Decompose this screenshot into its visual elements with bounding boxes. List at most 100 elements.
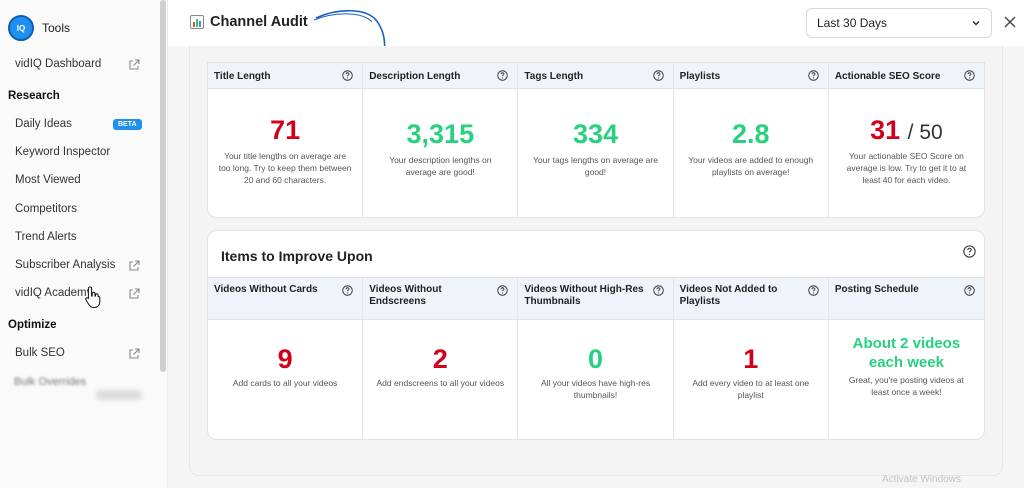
improve-posting-schedule: Posting Schedule About 2 videos each wee…: [828, 278, 984, 439]
chevron-down-icon: [972, 20, 980, 26]
metric-desc: Your description lengths on average are …: [389, 155, 492, 177]
question-icon[interactable]: [342, 70, 353, 81]
bar-chart-icon: [190, 15, 204, 29]
metric-label: Description Length: [363, 63, 518, 89]
metric-label-text: Description Length: [369, 71, 461, 82]
sidebar-item-subscriber-analysis[interactable]: Subscriber Analysis: [15, 259, 115, 271]
sidebar-item-label: Subscriber Analysis: [15, 259, 116, 271]
question-icon[interactable]: [497, 70, 509, 81]
question-icon[interactable]: [342, 285, 353, 296]
metrics-card: Title Length 71 Your title lengths on av…: [207, 62, 985, 218]
improve-value: 2: [432, 344, 448, 374]
improve-desc: Great, you're posting videos at least on…: [848, 375, 964, 397]
improve-label-text: Videos Without Endscreens: [369, 284, 442, 307]
blurred-badge: [96, 390, 142, 400]
metric-desc: Your title lengths on average are too lo…: [218, 151, 352, 185]
question-icon[interactable]: [652, 285, 664, 296]
metric-value: 71: [270, 115, 301, 145]
brand-label: Tools: [42, 21, 71, 35]
improve-label-text: Videos Not Added to Playlists: [679, 284, 778, 307]
metric-title-length: Title Length 71 Your title lengths on av…: [208, 63, 364, 217]
metric-playlists: Playlists 2.8 Your videos are added to e…: [673, 63, 829, 217]
improve-label-text: Posting Schedule: [834, 284, 919, 295]
metric-desc: Your actionable SEO Score on average is …: [846, 151, 967, 185]
improve-videos-without-hires: Videos Without High-Res Thumbnails 0 All…: [518, 278, 674, 439]
metric-label-text: Playlists: [679, 71, 721, 82]
metric-label: Actionable SEO Score: [828, 63, 984, 89]
sidebar-item-label: vidIQ Dashboard: [15, 58, 102, 70]
improve-label-text: Videos Without Cards: [214, 284, 318, 295]
question-icon[interactable]: [964, 70, 975, 81]
sidebar-item-label: Bulk SEO: [15, 347, 65, 359]
windows-watermark: Activate Windows: [882, 474, 961, 485]
sidebar-item-competitors[interactable]: Competitors: [15, 203, 77, 215]
sidebar-item-most-viewed[interactable]: Most Viewed: [15, 174, 81, 186]
sidebar-scrollbar[interactable]: [160, 0, 166, 372]
vidiq-logo-icon: IQ: [8, 15, 34, 41]
sidebar-item-blurred[interactable]: Bulk Overrides: [14, 376, 87, 388]
improve-card: Items to Improve Upon Videos Without Car…: [207, 230, 985, 440]
close-icon[interactable]: [1004, 16, 1016, 28]
sidebar-item-keyword-inspector[interactable]: Keyword Inspector: [15, 146, 110, 158]
date-range-value: Last 30 Days: [817, 16, 888, 30]
external-link-icon: [129, 348, 140, 359]
improve-label: Posting Schedule: [828, 278, 984, 320]
improve-desc: Add cards to all your videos: [232, 378, 338, 388]
sidebar-item-vidiq-academy[interactable]: vidIQ Academy: [15, 287, 92, 299]
seo-score-value: 31: [870, 115, 901, 145]
metric-label: Title Length: [208, 63, 363, 89]
metric-label: Playlists: [673, 63, 828, 89]
improve-value: 9: [277, 344, 293, 374]
sidebar-item-label: Keyword Inspector: [15, 146, 111, 158]
metric-value: 31 / 50: [829, 115, 984, 146]
date-range-select[interactable]: Last 30 Days: [806, 8, 992, 38]
sidebar-item-dashboard[interactable]: vidIQ Dashboard: [15, 58, 101, 70]
question-icon[interactable]: [963, 245, 976, 258]
sidebar-item-bulk-seo[interactable]: Bulk SEO: [15, 347, 65, 359]
improve-label: Videos Without Cards: [208, 278, 363, 320]
external-link-icon: [129, 288, 140, 299]
brand[interactable]: IQ Tools: [8, 15, 70, 41]
page-title-text: Channel Audit: [210, 14, 308, 30]
external-link-icon: [129, 260, 140, 271]
question-icon[interactable]: [808, 70, 819, 81]
sidebar-item-trend-alerts[interactable]: Trend Alerts: [15, 231, 77, 243]
improve-label: Videos Without High-Res Thumbnails: [518, 278, 673, 320]
improve-desc: All your videos have high-res thumbnails…: [540, 378, 651, 400]
improve-videos-not-in-playlists: Videos Not Added to Playlists 1 Add ever…: [673, 278, 829, 439]
improve-title: Items to Improve Upon: [221, 248, 373, 264]
metric-seo-score: Actionable SEO Score 31 / 50 Your action…: [828, 63, 984, 217]
improve-value: 0: [587, 344, 604, 374]
question-icon[interactable]: [808, 285, 819, 296]
seo-score-max: / 50: [907, 121, 943, 144]
sidebar-item-label: Competitors: [15, 203, 77, 215]
improve-label-text: Videos Without High-Res Thumbnails: [524, 284, 644, 307]
improve-videos-without-endscreens: Videos Without Endscreens 2 Add endscree…: [363, 278, 519, 439]
metric-label: Tags Length: [518, 63, 673, 89]
improve-value: 1: [743, 344, 759, 374]
improve-value: About 2 videos each week: [852, 335, 961, 371]
metric-desc: Your tags lengths on average are good!: [533, 155, 658, 177]
sidebar-item-label: Daily Ideas: [15, 118, 72, 130]
improve-desc: Add endscreens to all your videos: [376, 378, 505, 388]
metric-label-text: Actionable SEO Score: [834, 71, 941, 82]
question-icon[interactable]: [497, 285, 509, 296]
metric-label-text: Title Length: [214, 71, 271, 82]
question-icon[interactable]: [652, 70, 664, 81]
sidebar-item-daily-ideas[interactable]: Daily Ideas: [15, 118, 72, 130]
metric-tags-length: Tags Length 334 Your tags lengths on ave…: [518, 63, 674, 217]
improve-videos-without-cards: Videos Without Cards 9 Add cards to all …: [208, 278, 364, 439]
beta-badge: BETA: [113, 119, 142, 130]
metric-desc: Your videos are added to enough playlist…: [688, 155, 814, 177]
sidebar-item-label: Trend Alerts: [15, 231, 77, 243]
metric-value: 334: [572, 119, 619, 149]
optimize-heading: Optimize: [8, 319, 57, 331]
sidebar-item-label: Most Viewed: [15, 174, 81, 186]
hand-cursor-icon: [85, 286, 101, 308]
improve-desc: Add every video to at least one playlist: [692, 378, 810, 400]
research-heading: Research: [8, 90, 60, 102]
question-icon[interactable]: [964, 285, 975, 296]
metric-description-length: Description Length 3,315 Your descriptio…: [363, 63, 519, 217]
improve-label: Videos Not Added to Playlists: [673, 278, 828, 320]
external-link-icon: [129, 59, 140, 70]
